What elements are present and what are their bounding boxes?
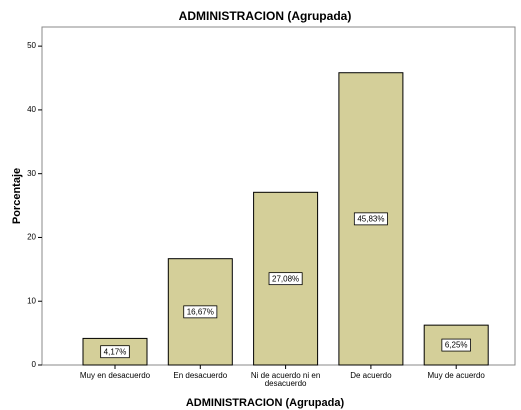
x-tick-label: En desacuerdo (173, 371, 227, 380)
x-tick-label: De acuerdo (350, 371, 392, 380)
value-label-box (268, 272, 303, 286)
value-label: 27,08% (272, 274, 299, 283)
y-tick-label: 20 (27, 233, 36, 242)
value-label-box (100, 345, 130, 359)
value-label: 4,17% (104, 347, 127, 356)
y-axis-title: Porcentaje (11, 168, 23, 224)
y-tick-label: 10 (27, 296, 36, 305)
x-axis-title: ADMINISTRACION (Agrupada) (186, 397, 345, 409)
value-label: 45,83% (357, 214, 384, 223)
x-tick-label: Muy en desacuerdo (80, 371, 151, 380)
value-label-box (441, 338, 471, 352)
y-tick-label: 40 (27, 105, 36, 114)
value-label-box (183, 305, 218, 319)
y-tick-label: 0 (32, 360, 37, 369)
value-label: 16,67% (187, 307, 214, 316)
chart-title: ADMINISTRACION (Agrupada) (179, 9, 352, 23)
value-label-box (353, 212, 388, 226)
x-tick-label: Muy de acuerdo (428, 371, 486, 380)
x-tick-label: Ni de acuerdo ni en desacuerdo (251, 371, 320, 388)
y-tick-label: 50 (27, 41, 36, 50)
y-tick-label: 30 (27, 169, 36, 178)
value-label: 6,25% (445, 341, 468, 350)
